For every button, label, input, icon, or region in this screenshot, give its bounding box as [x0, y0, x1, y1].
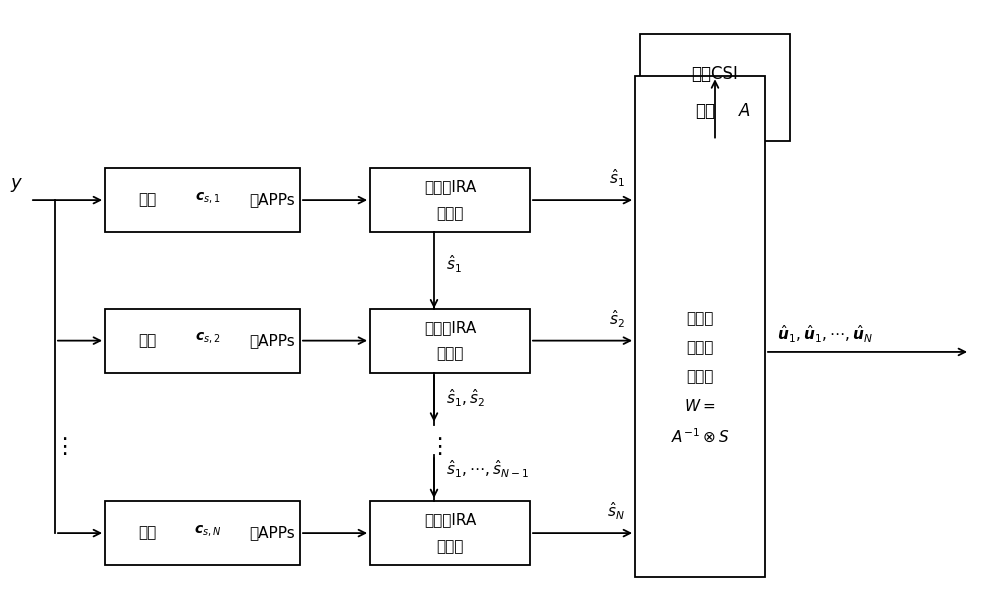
Text: 根据CSI: 根据CSI	[692, 65, 738, 83]
Text: 的APPs: 的APPs	[250, 525, 295, 541]
Bar	[370, 168, 530, 232]
Text: 译码器: 译码器	[436, 539, 464, 554]
Text: 选择: 选择	[695, 101, 715, 120]
Text: $\hat{s}_2$: $\hat{s}_2$	[609, 308, 625, 330]
Text: $A$: $A$	[738, 101, 752, 120]
Text: $\boldsymbol{c}_{s,N}$: $\boldsymbol{c}_{s,N}$	[194, 524, 221, 539]
Bar	[635, 76, 765, 577]
Text: $\hat{s}_1, \hat{s}_2$: $\hat{s}_1, \hat{s}_2$	[446, 387, 485, 409]
Text: $A^{-1}\otimes S$: $A^{-1}\otimes S$	[671, 426, 729, 445]
Bar	[105, 501, 300, 565]
Text: 的APPs: 的APPs	[250, 192, 295, 208]
Text: $y$: $y$	[10, 176, 24, 194]
Text: $\hat{s}_1$: $\hat{s}_1$	[609, 167, 625, 189]
Bar	[105, 309, 300, 373]
Text: 计算: 计算	[138, 333, 157, 348]
Bar	[370, 501, 530, 565]
Bar	[105, 168, 300, 232]
Text: 计算: 计算	[138, 192, 157, 208]
Text: 计算: 计算	[138, 525, 157, 541]
Text: 多进制IRA: 多进制IRA	[424, 320, 476, 335]
Text: $\hat{s}_1$: $\hat{s}_1$	[446, 254, 462, 275]
Text: 的APPs: 的APPs	[250, 333, 295, 348]
Text: $W=$: $W=$	[684, 398, 716, 414]
Text: 性无关: 性无关	[686, 340, 714, 355]
Text: 多进制IRA: 多进制IRA	[424, 512, 476, 527]
Text: $\vdots$: $\vdots$	[428, 435, 442, 457]
Bar	[370, 309, 530, 373]
Text: 求解线: 求解线	[686, 311, 714, 326]
Text: 方程组: 方程组	[686, 370, 714, 384]
Text: $\vdots$: $\vdots$	[53, 435, 67, 457]
Text: $\hat{\boldsymbol{u}}_1, \hat{\boldsymbol{u}}_1, \cdots, \hat{\boldsymbol{u}}_N$: $\hat{\boldsymbol{u}}_1, \hat{\boldsymbo…	[777, 323, 873, 345]
Text: 译码器: 译码器	[436, 206, 464, 221]
Text: $\boldsymbol{c}_{s,1}$: $\boldsymbol{c}_{s,1}$	[195, 191, 220, 206]
Text: $\boldsymbol{c}_{s,2}$: $\boldsymbol{c}_{s,2}$	[195, 331, 220, 346]
Text: 译码器: 译码器	[436, 346, 464, 362]
Text: $\hat{s}_1, \cdots, \hat{s}_{N-1}$: $\hat{s}_1, \cdots, \hat{s}_{N-1}$	[446, 458, 529, 480]
Bar	[640, 34, 790, 141]
Text: 多进制IRA: 多进制IRA	[424, 179, 476, 194]
Text: $\hat{s}_N$: $\hat{s}_N$	[607, 500, 625, 522]
